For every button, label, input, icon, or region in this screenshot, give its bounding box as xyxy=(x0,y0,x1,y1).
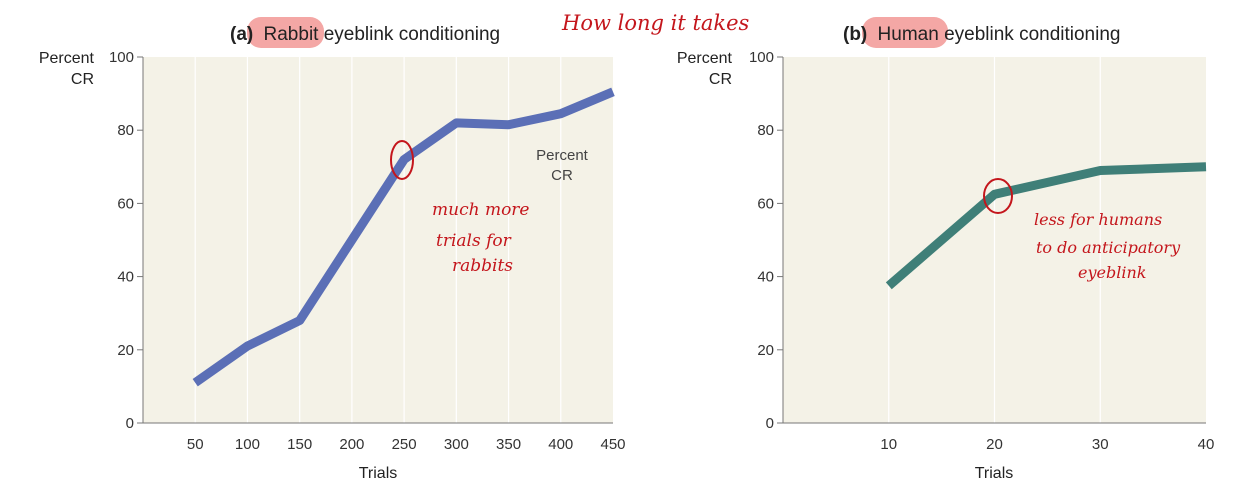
chart-b-axes xyxy=(782,57,1206,424)
chart-a-x-tick-label: 150 xyxy=(287,436,312,453)
chart-a-y-tick-label: 80 xyxy=(117,122,134,139)
chart-a-title-highlight-text: Rabbit xyxy=(264,24,320,45)
chart-b-xlabel: Trials xyxy=(975,465,1014,482)
chart-b-x-tick-label: 30 xyxy=(1092,436,1109,453)
chart-a-x-tick-label: 250 xyxy=(392,436,417,453)
chart-a-title-rest: eyeblink conditioning xyxy=(324,24,500,45)
chart-a-y-tick-label: 60 xyxy=(117,195,134,212)
chart-b-x-tick-label: 20 xyxy=(986,436,1003,453)
chart-a-x-tick-label: 50 xyxy=(187,436,204,453)
chart-b-x-tick-label: 10 xyxy=(880,436,897,453)
chart-a-title-highlight xyxy=(247,17,324,48)
chart-a-ylabel-line2: CR xyxy=(71,71,94,88)
chart-a-x-tick-label: 400 xyxy=(548,436,573,453)
chart-b-x-ticks: 10 20 30 40 xyxy=(880,436,1214,453)
chart-b-human: (b) Human eyeblink conditioning Percent … xyxy=(677,17,1214,482)
chart-b-y-tick-label: 20 xyxy=(757,342,774,359)
chart-b-y-tick-label: 0 xyxy=(766,415,774,432)
chart-b-handwritten-circle xyxy=(983,178,1013,214)
chart-b-y-tick-label: 40 xyxy=(757,269,774,286)
chart-a-y-tick-label: 0 xyxy=(126,415,134,432)
chart-a-xlabel: Trials xyxy=(359,465,398,482)
handwritten-top-note: How long it takes xyxy=(561,11,750,35)
chart-a-x-tick-label: 200 xyxy=(339,436,364,453)
chart-a-line-label-1: Percent xyxy=(536,147,589,164)
chart-a-handwritten-circle xyxy=(390,140,414,180)
chart-b-ylabel-line2: CR xyxy=(709,71,732,88)
chart-a-points xyxy=(195,91,614,383)
chart-b-points xyxy=(888,166,1207,286)
chart-a-y-tick-label: 40 xyxy=(117,269,134,286)
chart-b-y-tick-label: 100 xyxy=(749,49,774,66)
chart-a-axes xyxy=(142,57,613,424)
chart-b-ylabel-line1: Percent xyxy=(677,50,733,67)
chart-b-title-highlight-text: Human xyxy=(878,24,939,45)
chart-b-title-highlight xyxy=(862,17,948,48)
chart-b-handwritten-note-1: less for humans xyxy=(1034,210,1162,229)
chart-b-title-prefix: (b) xyxy=(843,24,867,45)
chart-a-title: (a) Rabbit eyeblink conditioning xyxy=(230,24,500,45)
chart-a-x-tick-label: 450 xyxy=(600,436,625,453)
chart-a-y-ticks: 0 20 40 60 80 100 xyxy=(109,49,143,432)
chart-b-title-rest: eyeblink conditioning xyxy=(944,24,1120,45)
chart-b-y-tick-label: 80 xyxy=(757,122,774,139)
chart-a-handwritten-note-3: rabbits xyxy=(452,256,513,276)
chart-b-title: (b) Human eyeblink conditioning xyxy=(843,24,1120,45)
chart-b-handwritten-note-3: eyeblink xyxy=(1078,263,1146,282)
chart-b-series-line xyxy=(885,162,1207,290)
chart-a-x-ticks: 50 100 150 200 250 300 350 400 450 xyxy=(187,436,626,453)
chart-a-grid xyxy=(194,57,562,423)
chart-a-y-tick-label: 100 xyxy=(109,49,134,66)
chart-a-x-tick-label: 350 xyxy=(496,436,521,453)
chart-a-line-label-2: CR xyxy=(551,167,573,184)
chart-a-handwritten-note-2: trials for xyxy=(436,231,512,251)
chart-a-handwritten-note-1: much more xyxy=(432,200,529,220)
chart-b-grid xyxy=(888,57,1101,423)
chart-b-y-tick-label: 60 xyxy=(757,195,774,212)
chart-a-rabbit: (a) Rabbit eyeblink conditioning Percent… xyxy=(39,17,626,482)
chart-a-title-prefix: (a) xyxy=(230,24,253,45)
chart-b-handwritten-note-2: to do anticipatory xyxy=(1036,238,1181,257)
chart-b-x-tick-label: 40 xyxy=(1198,436,1215,453)
chart-a-x-tick-label: 100 xyxy=(235,436,260,453)
chart-b-y-ticks: 0 20 40 60 80 100 xyxy=(749,49,783,432)
chart-a-y-tick-label: 20 xyxy=(117,342,134,359)
chart-a-x-tick-label: 300 xyxy=(444,436,469,453)
chart-a-ylabel-line1: Percent xyxy=(39,50,95,67)
